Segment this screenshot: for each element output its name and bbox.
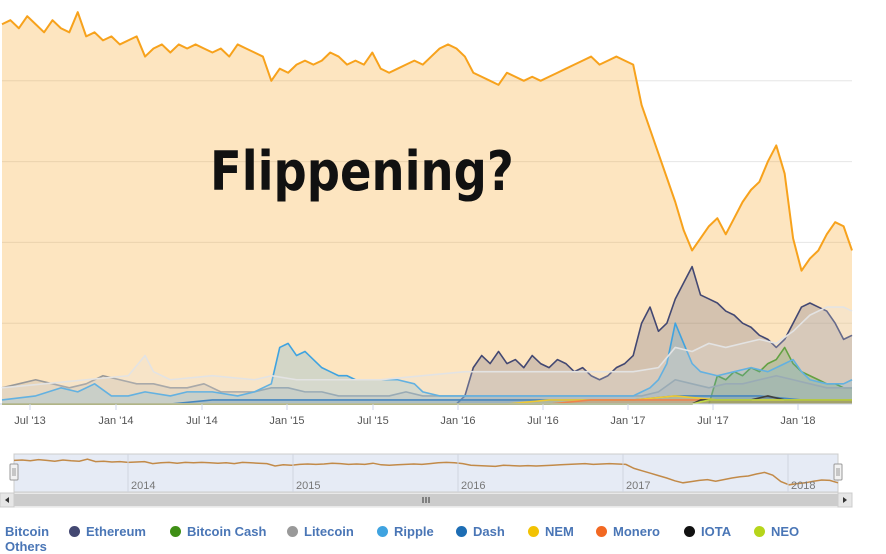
x-tick-label: Jul '15 bbox=[357, 415, 388, 427]
x-tick-label: Jan '15 bbox=[269, 415, 304, 427]
series-area-litecoin bbox=[2, 375, 852, 404]
legend-item-monero[interactable]: Monero bbox=[596, 524, 660, 539]
x-tick-label: Jul '17 bbox=[697, 415, 728, 427]
navigator-series-line bbox=[13, 458, 839, 486]
legend-marker bbox=[69, 526, 80, 537]
x-tick-label: Jul '14 bbox=[186, 415, 217, 427]
series-area-others bbox=[2, 307, 852, 404]
legend-item-dash[interactable]: Dash bbox=[456, 524, 505, 539]
series-areas bbox=[1, 11, 853, 405]
legend-item-ripple[interactable]: Ripple bbox=[377, 524, 434, 539]
legend-label: NEO bbox=[771, 524, 800, 539]
series-line-dash bbox=[2, 395, 852, 405]
x-axis: Jul '13 Jan '14 Jul '14 Jan '15 Jul '15 Jan '… bbox=[0, 403, 852, 427]
navigator-layer: 2014 2015 2016 2017 2018 bbox=[0, 453, 853, 508]
legend-item-bitcoin[interactable]: Bitcoin bbox=[5, 524, 49, 539]
navigator-year-label: 2017 bbox=[626, 480, 650, 492]
navigator-year-label: 2018 bbox=[791, 480, 815, 492]
x-tick-label: Jan '16 bbox=[440, 415, 475, 427]
legend-item-others[interactable]: Others bbox=[5, 539, 47, 554]
legend-item-nem[interactable]: NEM bbox=[528, 524, 574, 539]
navigator-selection bbox=[14, 454, 838, 492]
legend-label: Monero bbox=[613, 524, 660, 539]
navigator-left-handle[interactable] bbox=[9, 463, 19, 481]
legend-item-ethereum[interactable]: Ethereum bbox=[69, 524, 146, 539]
series-line-ripple bbox=[1, 322, 853, 401]
legend-item-litecoin[interactable]: Litecoin bbox=[287, 524, 354, 539]
x-tick-label: Jan '14 bbox=[98, 415, 133, 427]
legend-label: Ripple bbox=[394, 524, 434, 539]
legend-label: Ethereum bbox=[86, 524, 146, 539]
legend-marker bbox=[456, 526, 467, 537]
legend-marker bbox=[170, 526, 181, 537]
legend-marker bbox=[684, 526, 695, 537]
legend: Bitcoin Ethereum Bitcoin Cash Litecoin Rippl… bbox=[0, 520, 886, 554]
navigator-year-label: 2014 bbox=[131, 480, 155, 492]
plot-background bbox=[2, 0, 852, 404]
scroll-right-icon bbox=[843, 497, 847, 503]
legend-item-bitcoin-cash[interactable]: Bitcoin Cash bbox=[170, 524, 266, 539]
series-area-bitcoin-cash bbox=[708, 347, 852, 404]
x-tick-label: Jul '13 bbox=[14, 415, 45, 427]
x-tick-label: Jan '18 bbox=[780, 415, 815, 427]
legend-label: Litecoin bbox=[304, 524, 354, 539]
navigator-year-label: 2016 bbox=[461, 480, 485, 492]
range-navigator[interactable]: 2014 2015 2016 2017 2018 bbox=[0, 450, 886, 510]
legend-marker bbox=[596, 526, 607, 537]
legend-label: NEM bbox=[545, 524, 574, 539]
series-line-others bbox=[1, 306, 853, 389]
series-area-monero bbox=[2, 399, 852, 404]
x-tick-label: Jan '17 bbox=[610, 415, 645, 427]
legend-label: Bitcoin bbox=[5, 524, 50, 539]
legend-marker bbox=[528, 526, 539, 537]
grid-lines bbox=[2, 0, 852, 404]
navigator-right-handle[interactable] bbox=[833, 463, 843, 481]
series-area-nem bbox=[2, 395, 852, 404]
legend-label: IOTA bbox=[701, 524, 732, 539]
legend-label: Dash bbox=[473, 524, 505, 539]
legend-item-iota[interactable]: IOTA bbox=[684, 524, 731, 539]
series-area-bitcoin bbox=[2, 12, 852, 405]
series-line-bitcoin bbox=[1, 11, 853, 272]
x-tick-label: Jul '16 bbox=[527, 415, 558, 427]
dominance-chart: Jul '13 Jan '14 Jul '14 Jan '15 Jul '15 Jan '… bbox=[0, 0, 853, 427]
overlay-title: Flippening? bbox=[210, 140, 514, 203]
scroll-left-icon bbox=[5, 497, 9, 503]
series-line-neo bbox=[2, 399, 852, 405]
legend-marker bbox=[754, 526, 765, 537]
series-line-litecoin bbox=[1, 374, 852, 397]
legend-marker bbox=[287, 526, 298, 537]
legend-label: Others bbox=[5, 539, 47, 554]
legend-item-neo[interactable]: NEO bbox=[754, 524, 799, 539]
series-area-ethereum bbox=[456, 266, 852, 404]
legend-marker bbox=[377, 526, 388, 537]
navigator-year-label: 2015 bbox=[296, 480, 320, 492]
legend-label: Bitcoin Cash bbox=[187, 524, 267, 539]
